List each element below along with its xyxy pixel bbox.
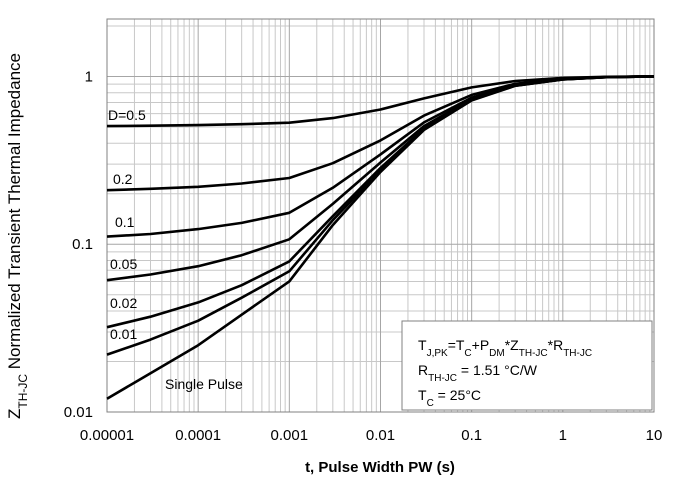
- text-part: = 1.51 °C/W: [457, 362, 538, 378]
- text-part: DM: [489, 348, 505, 359]
- text-part: R: [418, 362, 428, 378]
- annotation-text: RTH-JC = 1.51 °C/W: [418, 362, 538, 384]
- text-part: Normalized Transient Thermal Impedance: [5, 53, 24, 374]
- text-part: C: [427, 398, 434, 409]
- text-part: TH-JC: [16, 374, 30, 409]
- x-tick-label: 0.01: [366, 427, 395, 444]
- y-tick-label: 0.1: [72, 236, 93, 253]
- x-axis-label: t, Pulse Width PW (s): [305, 459, 455, 476]
- series-label: 0.2: [113, 171, 133, 187]
- x-tick-label: 10: [646, 427, 663, 444]
- text-part: T: [418, 337, 427, 353]
- annotation-text: TC = 25°C: [418, 387, 481, 409]
- text-part: Z: [5, 409, 24, 419]
- series-line: [106, 75, 655, 400]
- y-tick-label: 0.01: [64, 404, 93, 421]
- series-label: 0.02: [110, 295, 137, 311]
- text-part: *Z: [505, 337, 519, 353]
- text-part: = 25°C: [434, 387, 481, 403]
- series-label: 0.05: [110, 256, 137, 272]
- text-part: T: [418, 387, 427, 403]
- x-tick-label: 0.1: [461, 427, 482, 444]
- y-axis-label: ZTH-JC Normalized Transient Thermal Impe…: [5, 53, 30, 419]
- text-part: J,PK: [427, 348, 448, 359]
- series-label: 0.01: [110, 326, 137, 342]
- series-label: Single Pulse: [165, 376, 243, 392]
- x-tick-label: 1: [559, 427, 567, 444]
- y-tick-label: 1: [85, 68, 93, 85]
- text-part: *R: [548, 337, 564, 353]
- annotation-text: TJ,PK=TC+PDM*ZTH-JC*RTH-JC: [418, 337, 592, 359]
- x-tick-label: 0.00001: [80, 427, 134, 444]
- text-part: +P: [472, 337, 490, 353]
- text-part: TH-JC: [428, 373, 457, 384]
- series-label: D=0.5: [108, 107, 146, 123]
- x-tick-label: 0.001: [271, 427, 309, 444]
- plot-frame: [106, 18, 655, 413]
- annotation-box: [401, 320, 653, 411]
- series-label: 0.1: [115, 214, 135, 230]
- text-part: TH-JC: [519, 348, 548, 359]
- text-part: TH-JC: [563, 348, 592, 359]
- text-part: C: [464, 348, 471, 359]
- text-part: =T: [448, 337, 465, 353]
- x-tick-label: 0.0001: [175, 427, 221, 444]
